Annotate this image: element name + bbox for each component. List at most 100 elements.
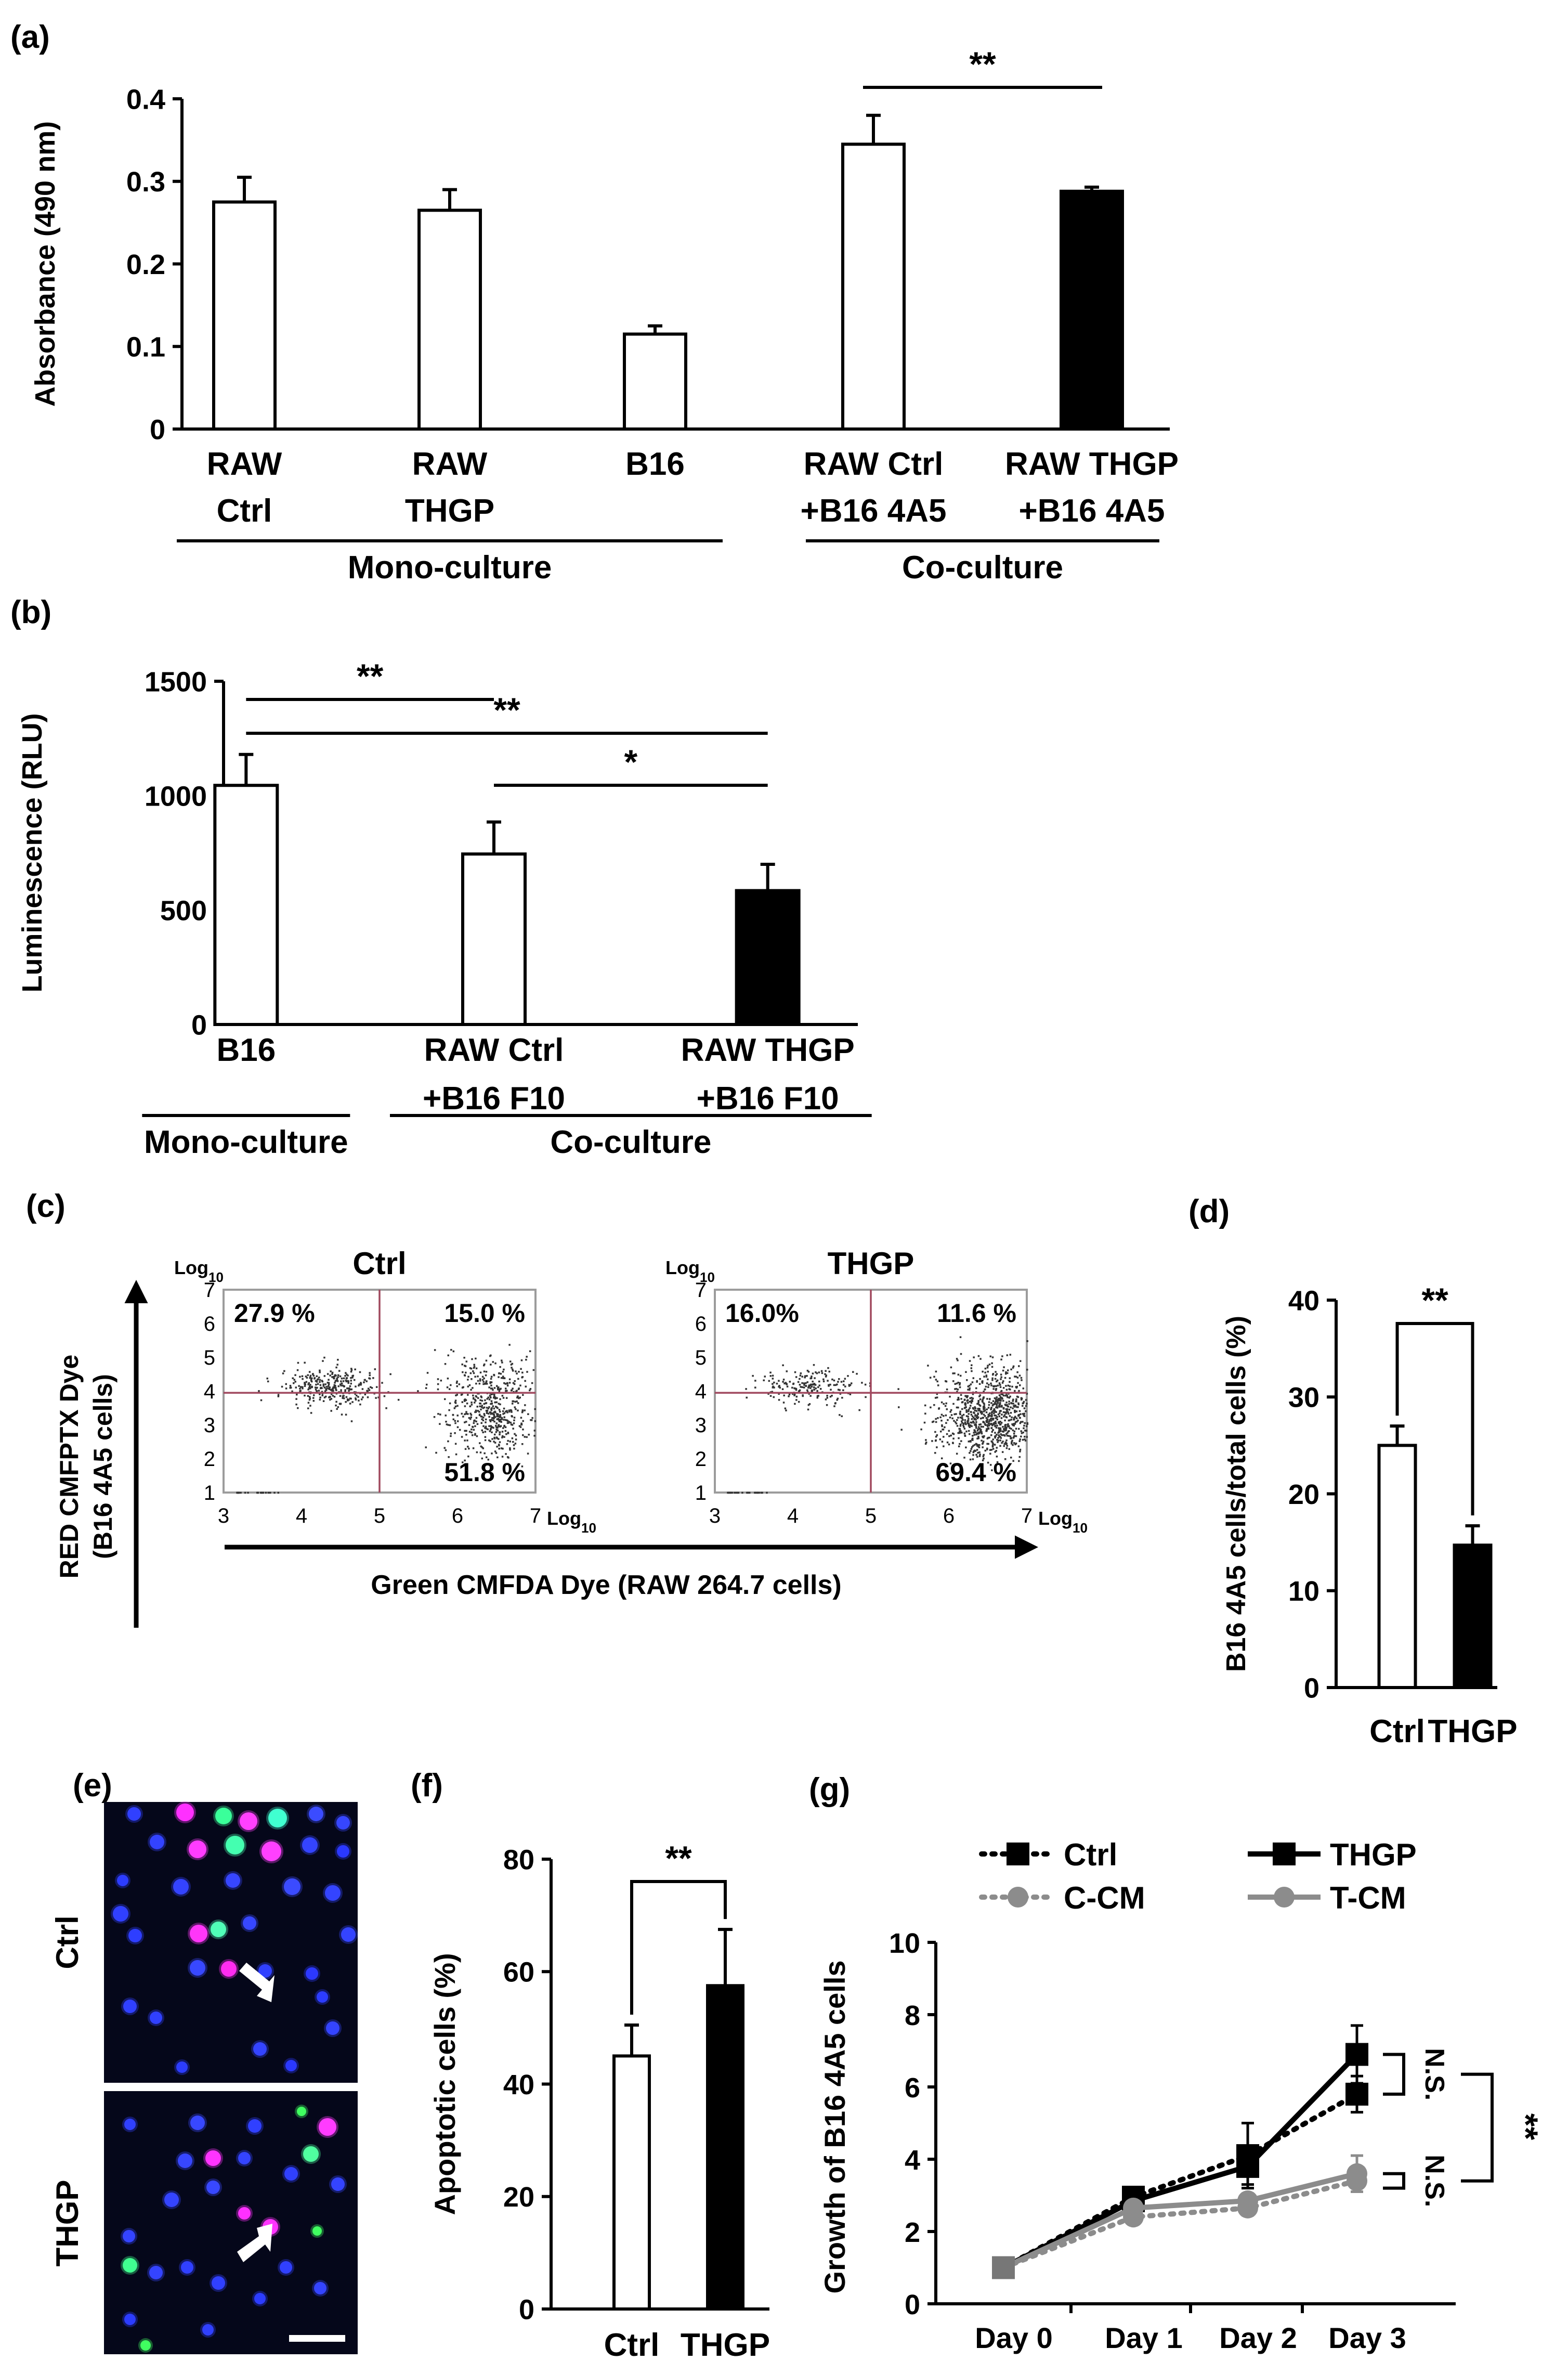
- flow-event-dot: [1009, 1381, 1011, 1383]
- flow-event-dot: [515, 1408, 517, 1410]
- flow-event-dot: [347, 1399, 349, 1402]
- flow-event-dot: [487, 1407, 490, 1410]
- flow-event-dot: [493, 1394, 495, 1396]
- flow-event-dot: [322, 1383, 324, 1385]
- flow-event-dot: [495, 1401, 498, 1404]
- flow-event-dot: [493, 1433, 496, 1436]
- flow-event-dot: [501, 1431, 504, 1433]
- flow-event-dot: [349, 1397, 351, 1399]
- flow-event-dot: [1019, 1450, 1021, 1452]
- arrow-icon-thgp: [237, 2224, 272, 2262]
- flow-event-dot: [996, 1418, 999, 1421]
- flow-event-dot: [849, 1393, 852, 1395]
- flow-event-dot: [963, 1399, 966, 1401]
- flow-event-dot: [456, 1385, 459, 1387]
- flow-event-dot: [502, 1410, 504, 1412]
- flow-event-dot: [326, 1373, 329, 1375]
- flow-event-dot: [1013, 1419, 1015, 1421]
- flow-event-dot: [934, 1397, 937, 1399]
- flow-event-dot: [485, 1418, 487, 1421]
- panel-label-a: (a): [10, 19, 50, 55]
- flow-event-dot: [831, 1378, 833, 1381]
- flow-event-dot: [481, 1446, 484, 1448]
- flow-event-dot: [508, 1421, 510, 1423]
- flow-event-dot: [490, 1384, 492, 1386]
- flow-event-dot: [511, 1437, 514, 1439]
- flow-event-dot: [984, 1371, 986, 1374]
- flow-event-dot: [825, 1376, 827, 1378]
- flow-event-dot: [969, 1387, 971, 1390]
- flow-event-dot: [375, 1386, 378, 1388]
- flow-event-dot: [360, 1384, 362, 1386]
- flow-event-dot: [809, 1383, 812, 1386]
- flow-event-dot: [995, 1411, 997, 1413]
- flow-x-axis-unit-subscript: 10: [581, 1520, 596, 1536]
- flow-event-dot: [969, 1407, 971, 1409]
- flow-event-dot: [1016, 1406, 1018, 1408]
- flow-event-dot: [285, 1383, 288, 1385]
- flow-event-dot: [808, 1403, 811, 1405]
- flow-event-dot: [471, 1404, 473, 1406]
- flow-event-dot: [973, 1434, 976, 1436]
- flow-event-dot: [524, 1404, 526, 1406]
- flow-event-dot: [848, 1385, 851, 1387]
- flow-event-dot: [516, 1390, 518, 1392]
- flow-event-dot: [294, 1374, 296, 1376]
- category-label: Ctrl: [1369, 1714, 1425, 1749]
- flow-event-dot: [468, 1424, 471, 1426]
- flow-event-dot: [972, 1445, 974, 1447]
- flow-event-dot: [976, 1417, 979, 1419]
- flow-event-dot: [979, 1417, 982, 1420]
- cell-nucleus: [285, 2060, 297, 2071]
- category-label: THGP: [1428, 1714, 1517, 1749]
- flow-event-dot: [299, 1386, 302, 1388]
- flow-event-dot: [440, 1379, 442, 1382]
- arrow-icon-ctrl: [239, 1963, 275, 2002]
- flow-event-dot: [475, 1357, 477, 1360]
- flow-event-dot: [1017, 1428, 1020, 1430]
- flow-event-dot: [499, 1419, 502, 1421]
- series-marker: [1237, 2190, 1258, 2211]
- flow-event-dot: [982, 1380, 984, 1382]
- flow-event-dot: [1004, 1372, 1007, 1375]
- flow-event-dot: [310, 1412, 312, 1414]
- flow-event-dot: [456, 1405, 459, 1407]
- flow-event-dot: [357, 1396, 359, 1398]
- flow-event-dot: [377, 1396, 380, 1398]
- flow-event-dot: [950, 1409, 952, 1411]
- flow-event-dot: [498, 1376, 500, 1378]
- flow-event-dot: [515, 1438, 517, 1441]
- flow-event-dot: [508, 1409, 511, 1411]
- flow-event-dot: [778, 1393, 780, 1395]
- flow-event-dot: [958, 1445, 960, 1447]
- flow-event-dot: [969, 1426, 971, 1428]
- flow-event-dot: [462, 1416, 464, 1418]
- flow-event-dot: [507, 1457, 509, 1459]
- flow-event-dot: [336, 1408, 338, 1410]
- flow-event-dot: [1002, 1394, 1005, 1397]
- flow-event-dot: [522, 1420, 524, 1422]
- flow-event-dot: [296, 1393, 298, 1396]
- flow-event-dot: [495, 1436, 498, 1438]
- flow-event-dot: [841, 1397, 843, 1399]
- flow-event-dot: [982, 1442, 984, 1444]
- flow-event-dot: [769, 1371, 772, 1374]
- flow-event-dot: [962, 1422, 965, 1425]
- flow-event-dot: [1008, 1419, 1010, 1422]
- flow-event-dot: [532, 1369, 535, 1371]
- flow-event-dot: [801, 1382, 803, 1384]
- flow-event-dot: [508, 1410, 511, 1413]
- flow-event-dot: [481, 1379, 484, 1381]
- flow-event-dot: [727, 1491, 730, 1494]
- flow-event-dot: [983, 1454, 985, 1456]
- flow-event-dot: [499, 1431, 501, 1433]
- flow-event-dot: [490, 1381, 493, 1383]
- bar: [623, 332, 687, 431]
- flow-event-dot: [512, 1400, 515, 1403]
- category-label: RAW: [412, 446, 488, 482]
- flow-event-dot: [467, 1455, 469, 1458]
- flow-event-dot: [526, 1436, 528, 1438]
- flow-event-dot: [772, 1378, 774, 1380]
- flow-event-dot: [1009, 1395, 1011, 1398]
- flow-event-dot: [348, 1399, 350, 1401]
